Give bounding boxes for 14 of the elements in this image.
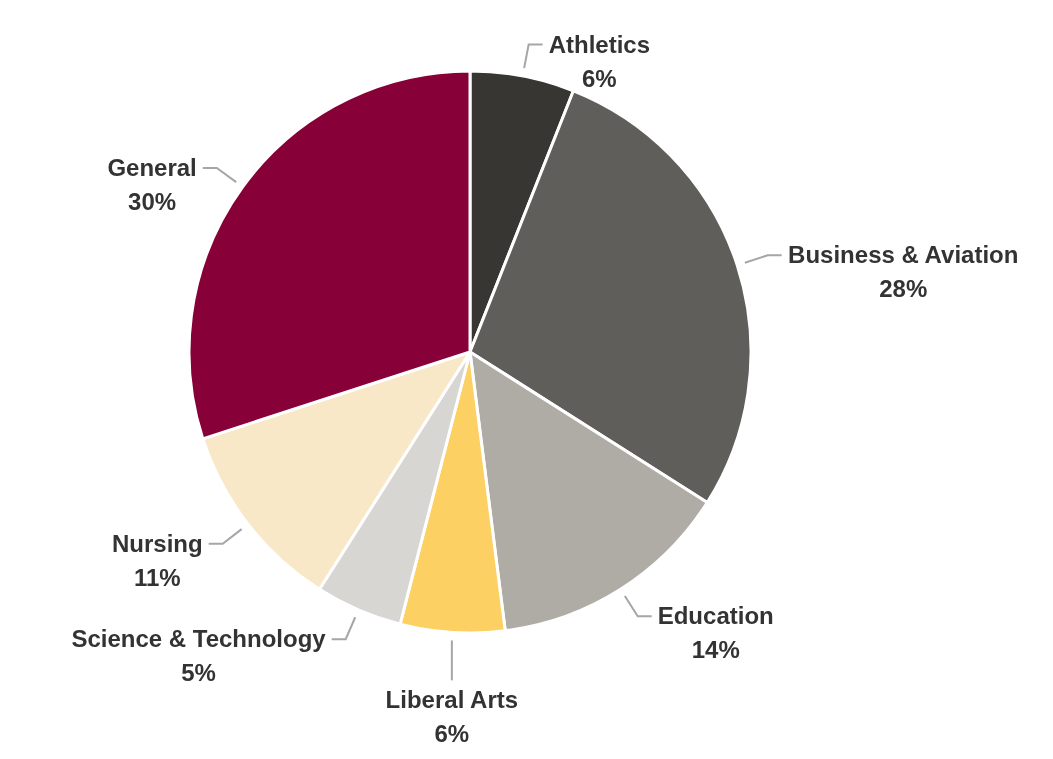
data-label: 6% [581,64,617,92]
slice-label: General [107,154,197,182]
data-label: 6% [434,720,470,748]
slice-label: Science & Technology [71,625,327,653]
slice-label: Business & Aviation [788,241,1019,269]
slice-label: Athletics [548,30,651,58]
data-label: 14% [691,636,740,664]
slice-label: Liberal Arts [385,686,519,714]
slice-label: Education [657,602,774,630]
data-label: 28% [879,275,928,303]
data-label: 30% [128,188,177,216]
data-label: 5% [181,659,216,687]
data-label: 11% [133,563,181,591]
slice-label: Nursing [112,529,203,557]
